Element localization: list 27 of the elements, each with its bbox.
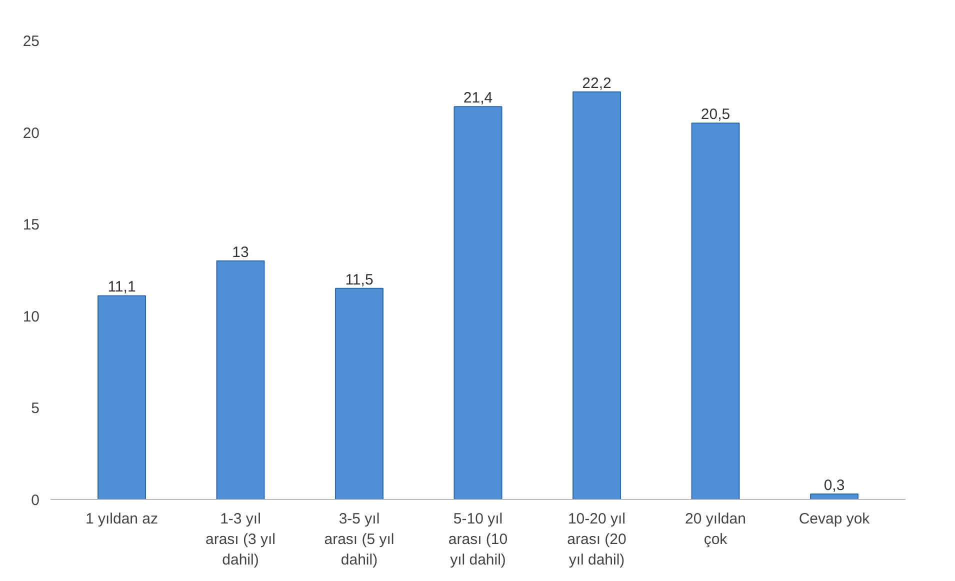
bar — [691, 122, 740, 500]
bar — [216, 260, 265, 500]
x-tick-label: 1 yıldan az — [85, 510, 158, 528]
data-label: 11,1 — [108, 278, 136, 296]
bar — [572, 91, 621, 500]
data-label: 22,2 — [582, 74, 612, 92]
x-tick-label: 20 yıldan çok — [685, 510, 746, 548]
bar — [810, 493, 858, 500]
data-label: 13 — [232, 244, 249, 261]
y-tick-label: 20 — [22, 124, 40, 142]
data-label: 0,3 — [824, 476, 845, 494]
data-label: 11,5 — [345, 271, 374, 288]
bar — [98, 295, 146, 500]
y-tick-label: 0 — [31, 492, 40, 509]
x-tick-label: 1-3 yıl arası (3 yıl dahil) — [205, 510, 276, 568]
data-label: 21,4 — [463, 90, 493, 107]
data-label: 20,5 — [700, 106, 730, 124]
x-tick-label: 10-20 yıl arası (20 yıl dahil) — [567, 510, 626, 568]
y-tick-label: 25 — [22, 33, 40, 50]
x-tick-label: 5-10 yıl arası (10 yıl dahil) — [448, 510, 508, 568]
y-tick-label: 15 — [22, 216, 40, 234]
bar — [454, 106, 502, 500]
y-tick-label: 5 — [31, 400, 40, 418]
bar — [335, 288, 384, 500]
y-tick-label: 10 — [22, 308, 40, 326]
x-tick-label: 3-5 yıl arası (5 yıl dahil) — [324, 510, 394, 568]
x-tick-label: Cevap yok — [798, 510, 870, 528]
